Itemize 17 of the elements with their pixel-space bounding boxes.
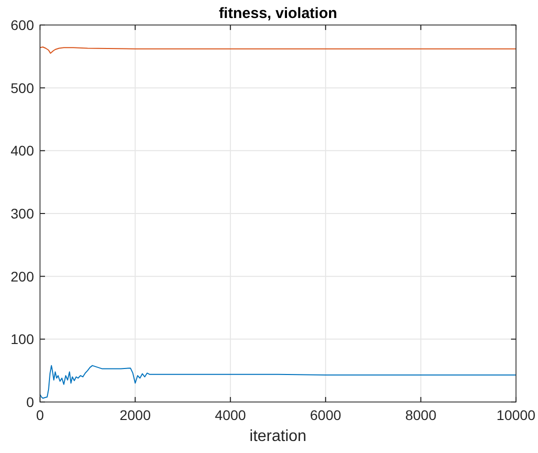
y-tick-label: 200 [10,268,34,284]
y-tick-label: 100 [10,331,34,348]
y-tick-label: 500 [10,80,34,96]
chart-title: fitness, violation [218,5,338,22]
x-tick-label: 0 [36,407,44,423]
line-series [40,365,516,399]
y-tick-label: 300 [10,206,34,222]
x-tick-label: 10000 [496,407,536,423]
y-tick-label: 600 [10,17,34,33]
x-tick-label: 6000 [310,407,342,423]
x-axis-title: iteration [250,428,306,445]
x-tick-label: 4000 [214,407,246,423]
y-tick-label: 400 [10,142,34,159]
line-series [40,46,516,54]
x-tick-label: 8000 [405,407,437,423]
x-tick-label: 2000 [120,407,151,423]
y-tick-label: 0 [26,394,34,410]
